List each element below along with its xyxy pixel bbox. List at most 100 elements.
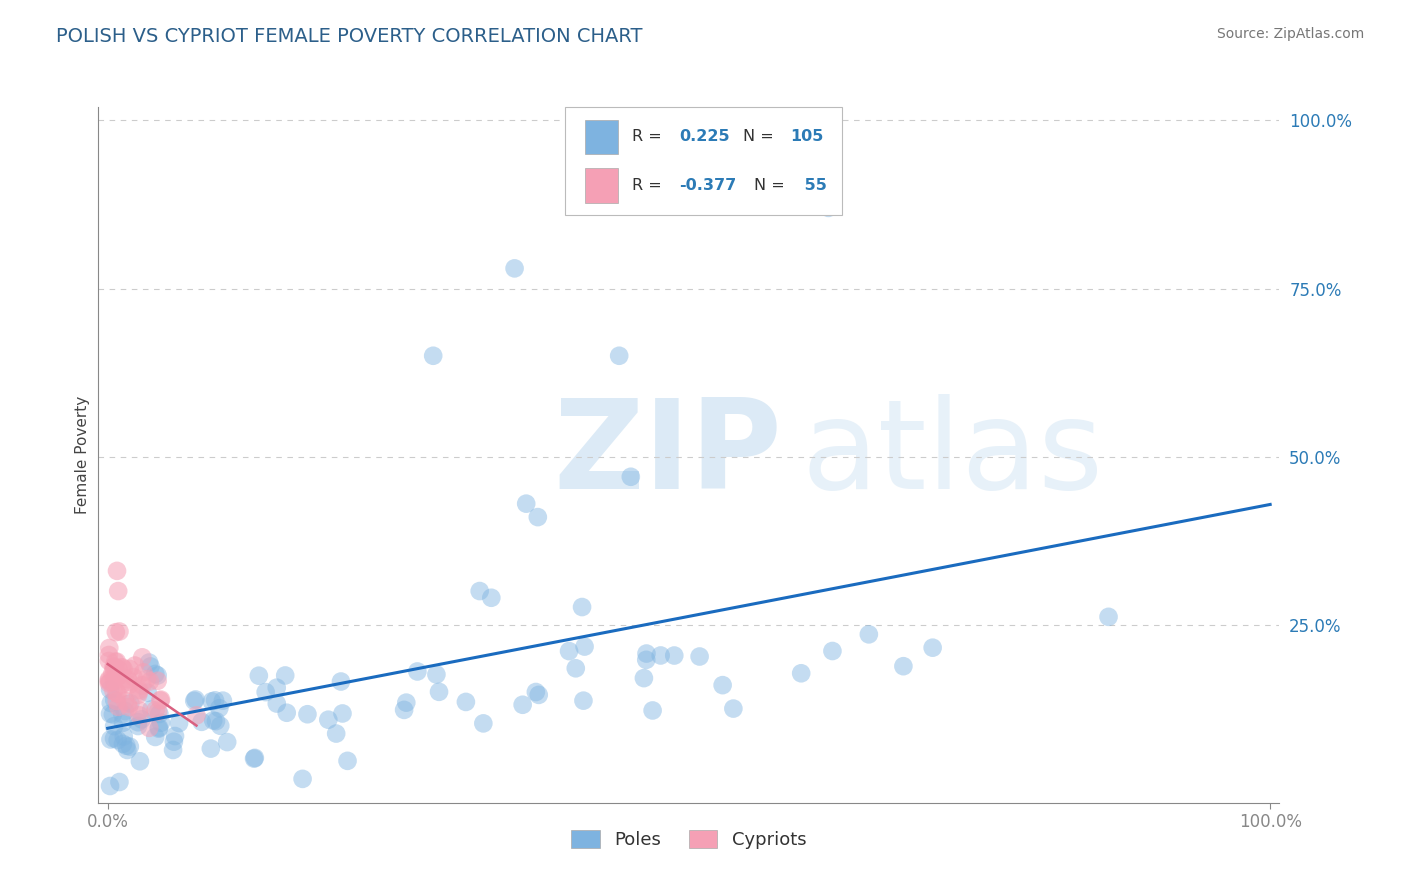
Point (515, 497, 537, 511)
Point (105, 694, 128, 708)
Point (243, 751, 266, 765)
Text: -0.377: -0.377 (679, 178, 737, 194)
Point (574, 640, 596, 654)
Point (105, 655, 128, 669)
Point (163, 729, 186, 743)
Point (117, 673, 139, 687)
Point (105, 670, 128, 684)
Text: Source: ZipAtlas.com: Source: ZipAtlas.com (1216, 27, 1364, 41)
Point (711, 678, 734, 692)
Point (254, 685, 277, 699)
Point (118, 739, 141, 754)
Point (527, 688, 550, 702)
Point (858, 627, 880, 641)
Point (128, 684, 150, 698)
Point (108, 668, 131, 682)
Point (124, 658, 146, 673)
Point (118, 674, 141, 689)
Text: 105: 105 (790, 129, 824, 145)
Point (204, 693, 226, 707)
Point (325, 726, 347, 740)
Point (821, 644, 844, 658)
Point (101, 707, 124, 722)
Point (131, 650, 153, 665)
Point (139, 659, 162, 673)
Point (318, 713, 340, 727)
Point (148, 706, 170, 721)
Point (122, 670, 145, 684)
Point (100, 696, 122, 710)
Point (167, 716, 190, 731)
Point (558, 644, 581, 658)
Point (128, 682, 150, 697)
Point (107, 662, 129, 676)
Point (607, 349, 630, 363)
Point (103, 660, 125, 674)
Point (131, 712, 153, 726)
Point (893, 659, 915, 673)
Point (98, 682, 121, 697)
Point (120, 696, 142, 710)
Point (148, 721, 170, 735)
Point (332, 706, 354, 721)
Point (472, 716, 495, 731)
Text: N =: N = (744, 129, 779, 145)
Text: 55: 55 (799, 178, 827, 194)
Point (479, 591, 502, 605)
Point (127, 688, 149, 702)
Point (454, 695, 477, 709)
Point (111, 737, 134, 751)
Point (111, 707, 134, 722)
Point (200, 741, 222, 756)
FancyBboxPatch shape (585, 120, 619, 154)
Point (104, 655, 127, 669)
Point (107, 687, 129, 701)
Text: ZIP: ZIP (553, 394, 782, 516)
Point (114, 704, 136, 718)
Point (143, 667, 166, 681)
Point (572, 693, 595, 707)
Point (247, 669, 270, 683)
Point (117, 743, 139, 757)
Point (565, 661, 588, 675)
Point (112, 662, 135, 676)
Point (111, 715, 134, 730)
Point (128, 708, 150, 723)
Point (131, 678, 153, 692)
Point (205, 714, 228, 728)
Point (266, 697, 288, 711)
Point (146, 668, 169, 682)
Point (422, 349, 444, 363)
Text: 0.225: 0.225 (679, 129, 730, 145)
Point (114, 694, 136, 708)
Point (291, 772, 314, 786)
Point (104, 625, 127, 640)
Point (98, 675, 121, 690)
Point (512, 698, 534, 712)
Point (103, 731, 125, 746)
Point (524, 685, 547, 699)
Point (103, 693, 125, 707)
Text: N =: N = (754, 178, 790, 194)
Point (723, 701, 745, 715)
Point (636, 653, 658, 667)
Point (201, 694, 224, 708)
Point (117, 697, 139, 711)
Point (108, 775, 131, 789)
Point (112, 730, 135, 744)
Point (108, 624, 131, 639)
Point (266, 681, 288, 695)
Point (217, 735, 239, 749)
Point (149, 693, 172, 707)
Point (118, 700, 141, 714)
Point (97, 673, 120, 687)
Point (98, 706, 121, 721)
Point (208, 701, 231, 715)
Point (620, 469, 643, 483)
Point (97, 654, 120, 668)
Point (115, 739, 138, 753)
Point (118, 678, 141, 692)
Point (143, 730, 166, 744)
Point (202, 714, 225, 728)
Point (243, 751, 266, 765)
